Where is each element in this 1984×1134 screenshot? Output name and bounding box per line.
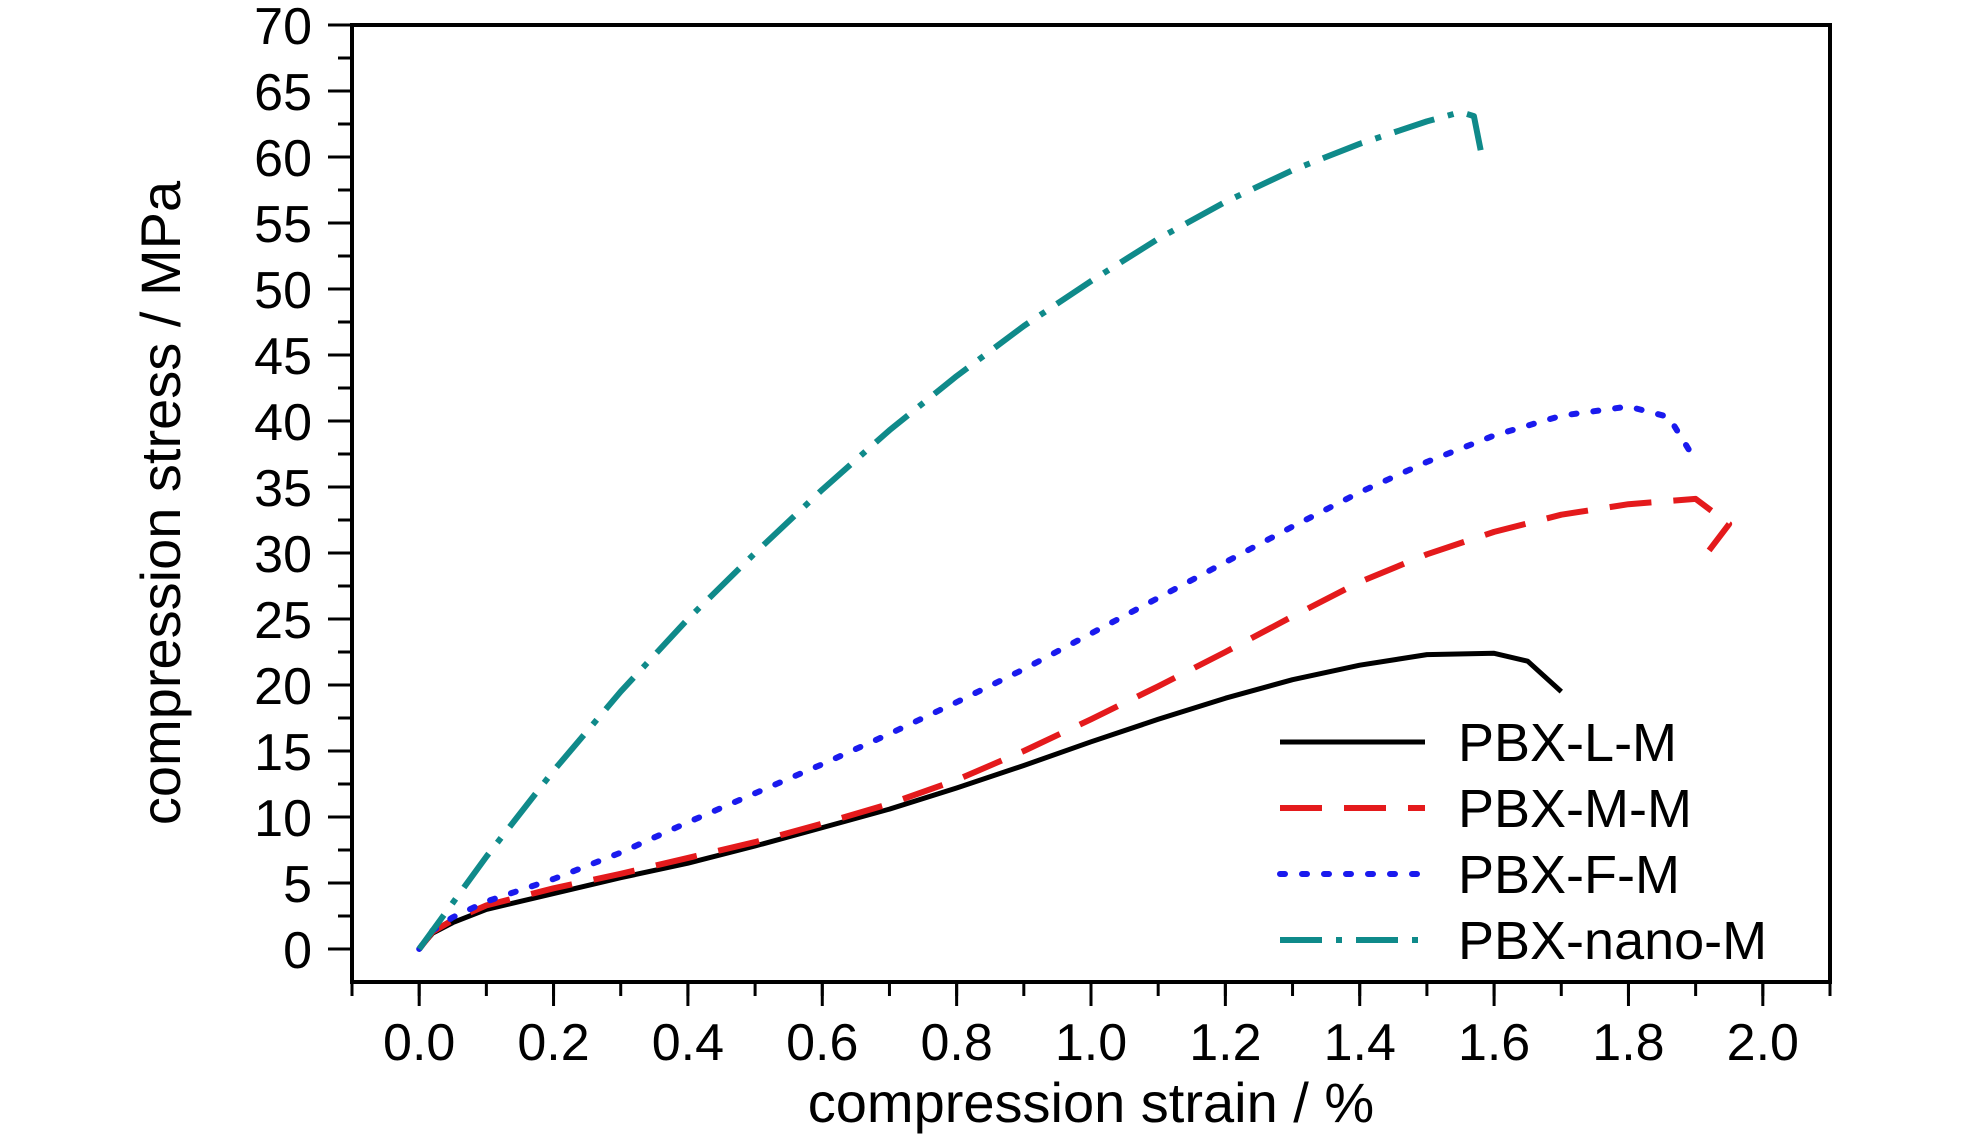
legend-label: PBX-nano-M bbox=[1458, 911, 1767, 971]
x-tick-label: 0.4 bbox=[652, 1014, 724, 1072]
series-line-pbx-l-m bbox=[417, 650, 1563, 951]
x-tick-label: 0.6 bbox=[786, 1014, 858, 1072]
y-tick-label: 35 bbox=[254, 460, 312, 518]
y-tick-label: 50 bbox=[254, 262, 312, 320]
y-tick-label: 15 bbox=[254, 724, 312, 782]
y-tick-label: 40 bbox=[254, 394, 312, 452]
y-tick-label: 0 bbox=[283, 922, 312, 980]
x-axis-title: compression strain / % bbox=[808, 1071, 1374, 1134]
y-tick-label: 70 bbox=[254, 0, 312, 56]
x-tick-label: 1.8 bbox=[1592, 1014, 1664, 1072]
x-tick-label: 1.6 bbox=[1458, 1014, 1530, 1072]
series-line-pbx-m-m bbox=[416, 495, 1733, 951]
x-tick-label: 0.2 bbox=[517, 1014, 589, 1072]
series-layer bbox=[416, 109, 1733, 952]
legend-label: PBX-L-M bbox=[1458, 713, 1677, 773]
legend-label: PBX-F-M bbox=[1458, 845, 1680, 905]
y-tick-label: 5 bbox=[283, 856, 312, 914]
x-tick-label: 0.0 bbox=[383, 1014, 455, 1072]
y-tick-label: 25 bbox=[254, 592, 312, 650]
y-tick-label: 45 bbox=[254, 328, 312, 386]
y-tick-label: 60 bbox=[254, 130, 312, 188]
y-axis-title: compression stress / MPa bbox=[129, 180, 192, 825]
x-tick-label: 1.2 bbox=[1189, 1014, 1261, 1072]
y-tick-label: 65 bbox=[254, 64, 312, 122]
x-tick-label: 1.0 bbox=[1055, 1014, 1127, 1072]
legend-label: PBX-M-M bbox=[1458, 779, 1692, 839]
y-tick-label: 10 bbox=[254, 790, 312, 848]
y-tick-label: 55 bbox=[254, 196, 312, 254]
x-tick-label: 2.0 bbox=[1727, 1014, 1799, 1072]
x-tick-label: 0.8 bbox=[920, 1014, 992, 1072]
series-line-pbx-nano-m bbox=[416, 109, 1484, 951]
y-tick-label: 20 bbox=[254, 658, 312, 716]
y-tick-label: 30 bbox=[254, 526, 312, 584]
x-tick-label: 1.4 bbox=[1324, 1014, 1396, 1072]
series-line-pbx-f-m bbox=[416, 403, 1699, 952]
y-axis-ticks: 0 5 10 15 20 25 30 35 40 45 50 55 60 65 70 bbox=[254, 0, 352, 980]
x-axis-ticks: 0.0 0.2 0.4 0.6 0.8 1.0 1.2 1.4 1.6 1.8 2.0 bbox=[383, 982, 1799, 1072]
